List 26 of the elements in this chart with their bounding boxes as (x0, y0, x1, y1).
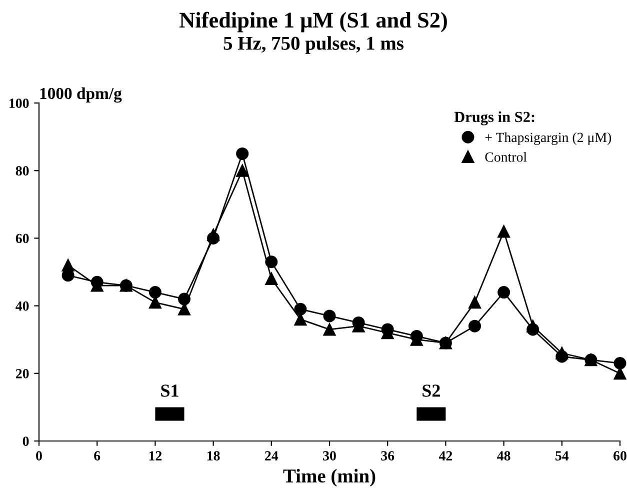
y-tick-label: 100 (10, 98, 29, 108)
legend-title: Drugs in S2: (454, 111, 534, 126)
x-tick-label: 0 (36, 451, 42, 460)
legend-label: + Thapsigargin (2 μM) (485, 132, 612, 145)
x-tick-label: 6 (94, 451, 100, 460)
x-tick-label: 42 (438, 451, 452, 460)
x-tick-label: 48 (497, 451, 510, 460)
x-axis-title: Time (min) (283, 468, 376, 487)
y-tick-label: 40 (16, 301, 29, 311)
x-tick-label: 12 (149, 451, 162, 460)
chart-title: Nifedipine 1 μM (S1 and S2) (180, 12, 447, 32)
x-tick-label: 24 (265, 451, 278, 460)
band-label: S1 (161, 384, 178, 397)
y-tick-label: 0 (22, 436, 29, 446)
x-tick-label: 54 (556, 451, 569, 460)
y-tick-label: 20 (16, 368, 29, 378)
legend-label: Control (485, 152, 527, 162)
x-tick-label: 30 (323, 451, 336, 460)
x-tick-label: 60 (614, 451, 626, 460)
x-tick-label: 18 (207, 451, 220, 460)
band-label: S2 (422, 384, 440, 397)
y-tick-label: 80 (16, 166, 29, 176)
x-tick-label: 36 (381, 451, 394, 460)
y-tick-label: 60 (16, 234, 29, 244)
chart-subtitle: 5 Hz, 750 pulses, 1 ms (224, 36, 404, 54)
y-axis-title: 1000 dpm/g (40, 87, 122, 103)
